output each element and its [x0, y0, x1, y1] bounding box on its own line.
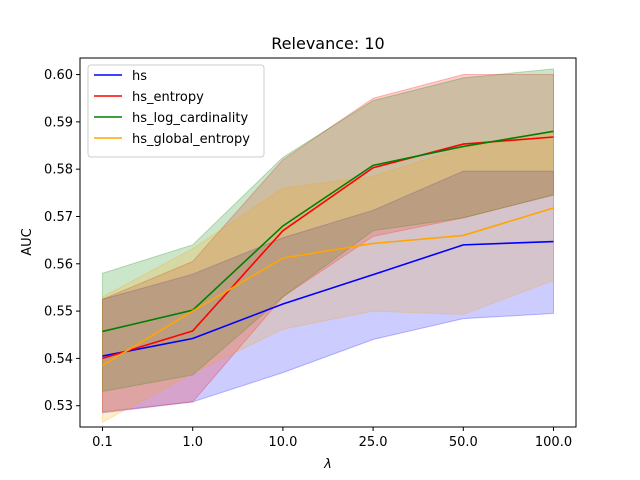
- y-tick-label: 0.53: [44, 399, 73, 414]
- line-hs: [102, 240, 554, 357]
- series-lines: [102, 130, 554, 367]
- x-tick-label: 100.0: [535, 435, 572, 450]
- x-tick-label: 25.0: [359, 435, 388, 450]
- legend: hs hs_entropy hs_log_cardinality hs_global_…: [87, 64, 265, 158]
- x-tick-label: 1.0: [182, 435, 203, 450]
- x-tick-label: 50.0: [449, 435, 478, 450]
- y-axis-label: AUC: [20, 228, 35, 256]
- legend-label-hs: hs: [132, 69, 147, 84]
- y-tick-label: 0.59: [44, 115, 73, 130]
- y-tick-label: 0.55: [44, 305, 73, 320]
- y-tick-label: 0.58: [44, 163, 73, 178]
- x-axis: 0.1 1.0 10.0 25.0 50.0 100.0: [92, 427, 572, 450]
- legend-label-hs_global_entropy: hs_global_entropy: [132, 132, 250, 147]
- band-hs: [102, 170, 554, 414]
- legend-label-hs_entropy: hs_entropy: [132, 90, 204, 105]
- y-tick-label: 0.56: [44, 257, 73, 272]
- y-axis: 0.53 0.54 0.55 0.56 0.57 0.58 0.59 0.60: [44, 68, 80, 414]
- line-hs_entropy: [102, 136, 554, 360]
- legend-box: [87, 64, 265, 158]
- x-tick-label: 0.1: [92, 435, 113, 450]
- chart-title: Relevance: 10: [271, 34, 384, 53]
- band-hs_entropy: [102, 74, 554, 413]
- legend-label-hs_log_cardinality: hs_log_cardinality: [132, 111, 248, 126]
- plot-area-frame: [79, 57, 577, 428]
- y-tick-label: 0.60: [44, 68, 73, 83]
- band-hs_global_entropy: [102, 130, 554, 424]
- y-tick-label: 0.54: [44, 352, 73, 367]
- y-tick-label: 0.57: [44, 210, 73, 225]
- x-tick-label: 10.0: [268, 435, 297, 450]
- x-axis-label: λ: [323, 457, 332, 472]
- line-hs_log_cardinality: [102, 130, 554, 333]
- line-hs_global_entropy: [102, 207, 554, 367]
